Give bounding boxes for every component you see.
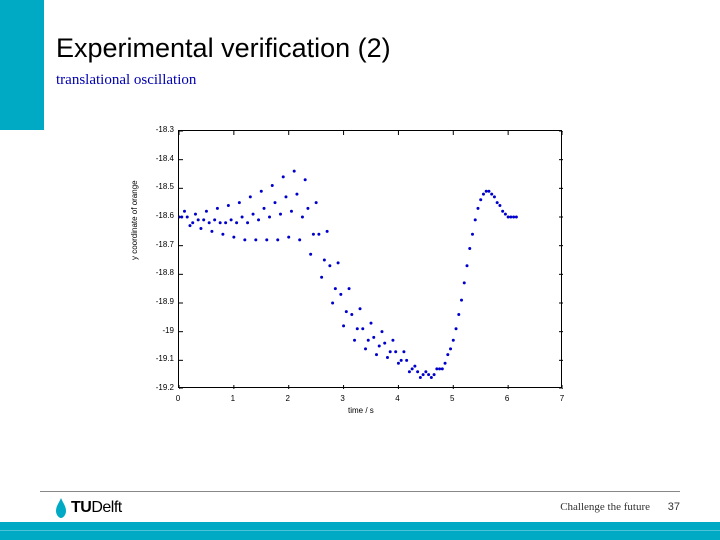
y-tick-label: -19.1 <box>134 354 174 363</box>
x-tick-label: 7 <box>552 394 572 403</box>
chart-axes-box <box>178 130 562 388</box>
slide-subtitle: translational oscillation <box>56 72 196 89</box>
y-tick-label: -19 <box>134 326 174 335</box>
x-tick-label: 3 <box>333 394 353 403</box>
left-accent-bar <box>0 0 44 130</box>
slide-title: Experimental verification (2) <box>56 33 391 64</box>
chart-plot <box>179 131 563 389</box>
x-axis-label: time / s <box>348 406 374 415</box>
y-tick-label: -18.7 <box>134 240 174 249</box>
footer-tagline: Challenge the future <box>560 501 650 513</box>
chart-container: y coordinate of orange time / s -19.2-19… <box>134 120 574 420</box>
x-tick-label: 0 <box>168 394 188 403</box>
x-tick-label: 4 <box>387 394 407 403</box>
flame-icon <box>54 498 68 518</box>
y-tick-label: -18.4 <box>134 154 174 163</box>
logo-text: TUDelft <box>71 499 122 517</box>
x-tick-label: 1 <box>223 394 243 403</box>
y-tick-label: -18.6 <box>134 211 174 220</box>
x-tick-label: 5 <box>442 394 462 403</box>
y-tick-label: -19.2 <box>134 383 174 392</box>
bottom-accent-bar <box>0 522 720 540</box>
y-tick-label: -18.5 <box>134 182 174 191</box>
slide: Experimental verification (2) translatio… <box>0 0 720 540</box>
page-number: 37 <box>668 501 680 513</box>
bottom-accent-line <box>0 530 720 531</box>
x-tick-label: 6 <box>497 394 517 403</box>
y-tick-label: -18.3 <box>134 125 174 134</box>
y-tick-label: -18.8 <box>134 268 174 277</box>
x-tick-label: 2 <box>278 394 298 403</box>
tudelft-logo: TUDelft <box>54 498 122 518</box>
footer-divider <box>40 491 680 492</box>
y-tick-label: -18.9 <box>134 297 174 306</box>
